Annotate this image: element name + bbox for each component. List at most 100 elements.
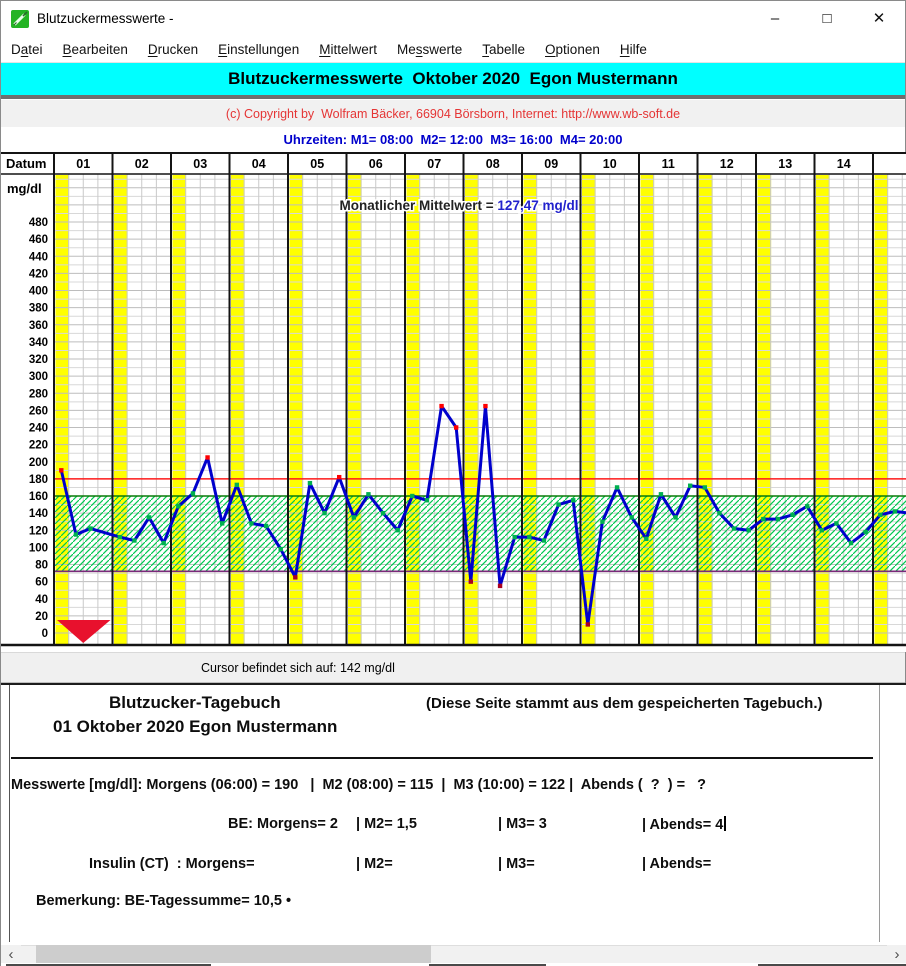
diary-divider	[11, 757, 873, 759]
be-abends-text: | Abends= 4	[642, 817, 724, 833]
monthly-mean-text: Monatlicher Mittelwert = 127,47 mg/dl	[340, 198, 579, 213]
data-point-marker	[307, 480, 313, 486]
day-label: 13	[778, 157, 792, 171]
glucose-line[interactable]	[59, 404, 906, 626]
title-bar: Blutzuckermesswerte - – □ ✕	[1, 1, 905, 37]
day-label: 07	[427, 157, 441, 171]
day-label: 10	[603, 157, 617, 171]
be-abends-value[interactable]: | Abends= 4	[642, 816, 726, 833]
copyright-line: (c) Copyright by Wolfram Bäcker, 66904 B…	[1, 100, 905, 127]
menu-item-datei[interactable]: Datei	[11, 41, 43, 57]
diary-note: (Diese Seite stammt aus dem gespeicherte…	[426, 695, 823, 712]
data-point-marker	[600, 519, 605, 524]
minimize-button[interactable]: –	[770, 9, 780, 27]
data-point-marker	[322, 510, 327, 516]
data-point-marker	[351, 515, 357, 520]
data-point-marker	[395, 528, 400, 533]
text-caret	[724, 816, 726, 831]
diary-messwerte-row: Messwerte [mg/dl]: Morgens (06:00) = 190…	[11, 777, 706, 793]
data-point-marker	[585, 622, 591, 627]
data-point-marker	[453, 425, 459, 430]
data-point-marker	[629, 515, 634, 520]
insulin-m3-value[interactable]: | M3=	[498, 856, 535, 872]
y-tick-label: 480	[29, 217, 48, 229]
data-point-marker	[88, 526, 93, 531]
data-point-marker	[775, 516, 781, 522]
y-tick-label: 220	[29, 440, 48, 452]
syringe-icon	[11, 10, 29, 28]
y-tick-label: 80	[35, 560, 48, 572]
diary-bemerkung-row[interactable]: Bemerkung: BE-Tagessumme= 10,5 •	[36, 893, 292, 909]
menu-item-drucken[interactable]: Drucken	[147, 41, 199, 57]
data-point-marker	[819, 528, 825, 533]
data-point-marker	[483, 403, 488, 409]
data-point-marker	[614, 485, 620, 490]
data-point-marker	[863, 529, 868, 535]
y-tick-label: 320	[29, 354, 48, 366]
data-point-marker	[644, 536, 649, 542]
data-point-marker	[702, 485, 708, 490]
menu-item-mittelwert[interactable]: Mittelwert	[319, 41, 377, 57]
data-point-marker	[687, 483, 693, 488]
data-point-marker	[468, 579, 474, 584]
day-label: 12	[720, 157, 734, 171]
y-tick-label: 360	[29, 320, 48, 332]
y-tick-label: 140	[29, 508, 48, 520]
menu-item-bearbeiten[interactable]: Bearbeiten	[62, 41, 128, 57]
y-tick-label: 300	[29, 371, 48, 383]
data-point-marker	[848, 540, 854, 546]
scroll-left-arrow-icon[interactable]: ‹	[1, 945, 21, 963]
menu-item-hilfe[interactable]: Hilfe	[619, 41, 647, 57]
menu-item-optionen[interactable]: Optionen	[545, 41, 600, 57]
day-label: 03	[193, 157, 207, 171]
data-point-marker	[59, 468, 64, 473]
be-morgens-value[interactable]: BE: Morgens= 2	[228, 816, 338, 832]
y-tick-label: 340	[29, 337, 48, 349]
insulin-abends-value[interactable]: | Abends=	[642, 856, 712, 872]
data-point-marker	[790, 512, 795, 518]
insulin-morgens-value[interactable]: Insulin (CT) : Morgens=	[89, 856, 255, 872]
data-point-marker	[673, 515, 678, 520]
data-point-marker	[132, 538, 137, 543]
day-label: 01	[76, 157, 90, 171]
y-tick-label: 440	[29, 251, 48, 263]
maximize-button[interactable]: □	[822, 9, 832, 27]
y-tick-label: 60	[35, 577, 48, 589]
day-label: 05	[310, 157, 324, 171]
data-point-marker	[556, 502, 561, 507]
data-point-marker	[263, 523, 269, 529]
data-point-marker	[161, 540, 166, 546]
day-label: 09	[544, 157, 558, 171]
be-m2-value[interactable]: | M2= 1,5	[356, 816, 417, 832]
data-point-marker	[834, 521, 839, 526]
glucose-chart[interactable]: Datum 01 02 03 04 05 06 07 08 09 10 11 12 13 14 mg/dl 48…	[1, 152, 906, 652]
data-point-marker	[249, 521, 254, 526]
menu-item-tabelle[interactable]: Tabelle	[482, 41, 526, 57]
data-point-marker	[117, 534, 123, 540]
insulin-m2-value[interactable]: | M2=	[356, 856, 393, 872]
data-point-marker	[761, 516, 766, 522]
measure-times-line: Uhrzeiten: M1= 08:00 M2= 12:00 M3= 16:00…	[1, 127, 905, 152]
y-tick-label: 0	[42, 628, 48, 640]
scrollbar-thumb[interactable]	[36, 945, 431, 963]
close-button[interactable]: ✕	[872, 10, 886, 27]
menu-item-einstellungen[interactable]: Einstellungen	[218, 41, 300, 57]
y-tick-label: 160	[29, 491, 48, 503]
data-point-marker	[892, 509, 898, 514]
datum-corner-label: Datum	[6, 156, 46, 171]
diary-panel: Blutzucker-Tagebuch (Diese Seite stammt …	[1, 683, 906, 944]
data-point-marker	[234, 482, 240, 488]
scroll-right-arrow-icon[interactable]: ›	[887, 945, 906, 963]
separator	[1, 95, 905, 100]
y-tick-label: 100	[29, 542, 48, 554]
menu-item-messwerte[interactable]: Messwerte	[396, 41, 463, 57]
data-point-marker	[190, 491, 196, 496]
glucose-chart-svg[interactable]: Datum 01 02 03 04 05 06 07 08 09 10 11 12 13 14 mg/dl 48…	[1, 152, 906, 652]
data-point-marker	[146, 515, 152, 520]
be-m3-value[interactable]: | M3= 3	[498, 816, 547, 832]
y-tick-label: 420	[29, 268, 48, 280]
data-point-marker	[410, 493, 415, 499]
y-tick-label: 180	[29, 474, 48, 486]
data-point-marker	[205, 455, 210, 460]
